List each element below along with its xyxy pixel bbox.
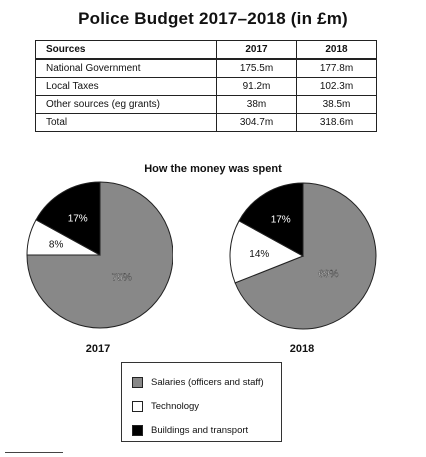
pie-chart-2017: 75% 8% 17%	[26, 181, 173, 329]
header-2017: 2017	[216, 40, 297, 60]
pie-slice-label-buildings: 17%	[68, 213, 88, 224]
legend-label: Buildings and transport	[151, 424, 249, 436]
row-value-2017: 304.7m	[216, 113, 297, 132]
header-sources: Sources	[35, 40, 217, 60]
pie-slice-salaries	[234, 182, 377, 330]
pie-year-label-2018: 2018	[289, 343, 315, 355]
row-source: Total	[35, 113, 217, 132]
pie-slice-buildings	[35, 181, 101, 256]
row-value-2017: 38m	[216, 95, 297, 114]
legend: Salaries (officers and staff) Technology…	[121, 362, 282, 442]
header-2018: 2018	[296, 40, 377, 60]
table-row: National Government 175.5m 177.8m	[35, 58, 377, 78]
pie-slice-label-technology: 8%	[49, 240, 64, 251]
table-row: Total 304.7m 318.6m	[35, 113, 377, 132]
legend-swatch-buildings	[132, 424, 143, 436]
legend-swatch-technology	[132, 400, 143, 412]
pie-slice-salaries	[26, 181, 173, 329]
pie-section-title: How the money was spent	[144, 163, 282, 175]
legend-swatch-salaries	[132, 376, 143, 388]
row-value-2018: 38.5m	[296, 95, 377, 114]
pie-year-label-2017: 2017	[85, 343, 111, 355]
table-row: Other sources (eg grants) 38m 38.5m	[35, 95, 377, 114]
row-value-2018: 318.6m	[296, 113, 377, 132]
pie-slice-label-technology: 14%	[249, 249, 269, 260]
table-header-row: Sources 2017 2018	[35, 40, 377, 60]
row-source: Local Taxes	[35, 77, 217, 96]
legend-item-technology: Technology	[132, 399, 199, 413]
row-value-2017: 91.2m	[216, 77, 297, 96]
legend-item-buildings: Buildings and transport	[132, 423, 248, 437]
row-value-2017: 175.5m	[216, 58, 297, 78]
budget-table: Sources 2017 2018 National Government 17…	[35, 40, 377, 132]
legend-label: Technology	[151, 400, 200, 412]
legend-item-salaries: Salaries (officers and staff)	[132, 375, 264, 389]
legend-label: Salaries (officers and staff)	[151, 376, 264, 388]
pie-slice-technology	[229, 220, 305, 284]
pie-slice-label-salaries: 75%	[112, 273, 132, 284]
pie-slice-label-buildings: 17%	[271, 214, 291, 225]
pie-slice-buildings	[238, 182, 304, 257]
pie-slice-label-salaries: 69%	[318, 269, 338, 280]
pie-chart-2018: 69% 14% 17%	[229, 182, 377, 330]
row-value-2018: 102.3m	[296, 77, 377, 96]
divider-rule	[5, 452, 63, 453]
row-source: Other sources (eg grants)	[35, 95, 217, 114]
row-value-2018: 177.8m	[296, 58, 377, 78]
chart-title: Police Budget 2017–2018 (in £m)	[78, 9, 348, 28]
row-source: National Government	[35, 58, 217, 78]
table-row: Local Taxes 91.2m 102.3m	[35, 77, 377, 96]
